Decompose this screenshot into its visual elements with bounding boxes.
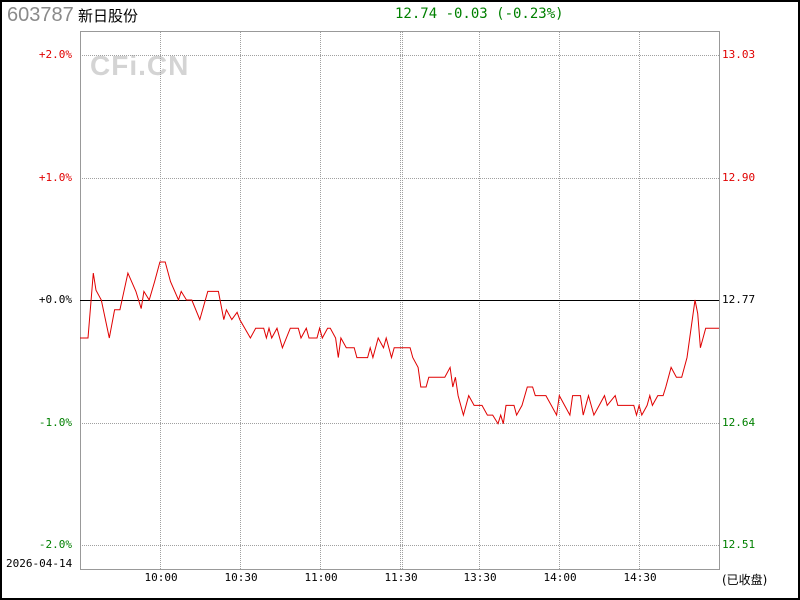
time-axis-label: 11:30 <box>384 571 418 584</box>
trade-date: 2026-04-14 <box>6 557 73 570</box>
left-axis-label: +2.0% <box>38 47 72 61</box>
price-line <box>80 261 719 425</box>
market-status: (已收盘) <box>722 573 768 587</box>
left-axis-label: -2.0% <box>38 537 72 551</box>
right-axis-label: 12.90 <box>722 170 756 184</box>
time-axis-label: 11:00 <box>304 571 338 584</box>
time-axis-label: 14:00 <box>543 571 577 584</box>
time-axis-label: 14:30 <box>623 571 657 584</box>
right-axis-label: 12.51 <box>722 537 756 551</box>
time-axis-label: 13:30 <box>463 571 497 584</box>
right-axis-label: 12.64 <box>722 415 756 429</box>
right-axis-label: 13.03 <box>722 47 756 61</box>
stock-code: 603787 <box>7 4 74 26</box>
left-axis-label: +1.0% <box>38 170 72 184</box>
price-quote: 12.74 -0.03 (-0.23%) <box>395 6 564 22</box>
time-axis-label: 10:30 <box>224 571 258 584</box>
right-axis-label: 12.77 <box>722 292 756 306</box>
left-axis-label: +0.0% <box>38 292 72 306</box>
stock-name: 新日股份 <box>78 7 139 25</box>
left-axis-label: -1.0% <box>38 415 72 429</box>
time-axis-label: 10:00 <box>144 571 178 584</box>
